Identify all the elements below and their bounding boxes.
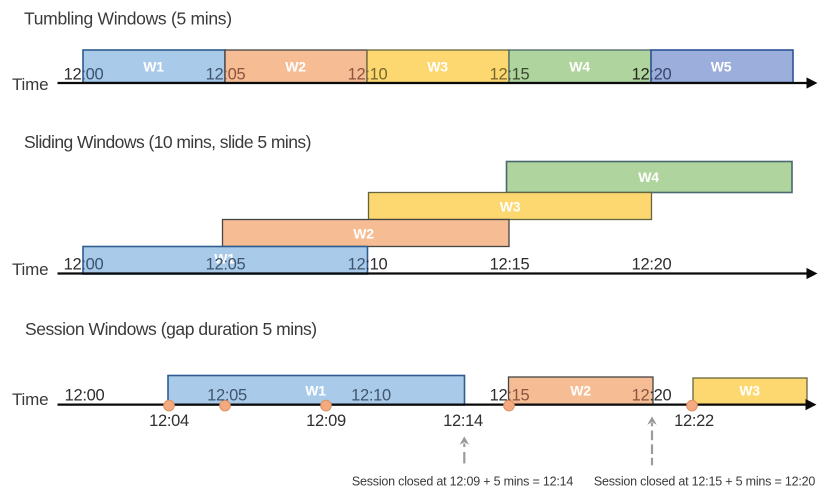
svg-text:12:04: 12:04 <box>149 412 189 430</box>
svg-text:Tumbling Windows (5 mins): Tumbling Windows (5 mins) <box>24 8 232 28</box>
svg-text:12:05: 12:05 <box>206 65 246 83</box>
svg-text:W4: W4 <box>569 59 590 75</box>
svg-text:Time: Time <box>12 75 48 94</box>
svg-text:12:15: 12:15 <box>490 65 530 83</box>
svg-text:W1: W1 <box>305 382 326 398</box>
svg-text:W1: W1 <box>214 250 235 266</box>
svg-text:12:10: 12:10 <box>351 387 391 405</box>
svg-text:W3: W3 <box>739 382 760 398</box>
svg-text:Session closed at 12:15 + 5 mi: Session closed at 12:15 + 5 mins = 12:20 <box>594 475 816 489</box>
svg-text:Session closed at 12:09 + 5 mi: Session closed at 12:09 + 5 mins = 12:14 <box>352 475 574 489</box>
svg-text:W1: W1 <box>143 59 164 75</box>
svg-text:12:20: 12:20 <box>632 387 672 405</box>
svg-text:W3: W3 <box>500 198 521 214</box>
svg-text:W2: W2 <box>353 226 374 242</box>
svg-text:12:00: 12:00 <box>64 255 104 273</box>
svg-text:W5: W5 <box>711 59 732 75</box>
svg-text:12:22: 12:22 <box>674 412 714 430</box>
svg-text:12:00: 12:00 <box>64 65 104 83</box>
svg-text:12:20: 12:20 <box>632 65 672 83</box>
svg-text:Sliding Windows (10 mins, slid: Sliding Windows (10 mins, slide 5 mins) <box>24 132 311 152</box>
svg-text:12:14: 12:14 <box>443 412 483 430</box>
svg-text:12:09: 12:09 <box>306 412 346 430</box>
svg-text:12:10: 12:10 <box>348 65 388 83</box>
svg-text:W3: W3 <box>427 59 448 75</box>
svg-text:Time: Time <box>12 260 48 279</box>
svg-text:12:15: 12:15 <box>490 255 530 273</box>
svg-text:12:20: 12:20 <box>632 255 672 273</box>
svg-text:12:05: 12:05 <box>206 255 246 273</box>
svg-text:12:05: 12:05 <box>207 387 247 405</box>
svg-text:12:00: 12:00 <box>65 387 105 405</box>
svg-text:W2: W2 <box>570 382 591 398</box>
svg-text:W4: W4 <box>638 169 659 185</box>
svg-text:W2: W2 <box>285 59 306 75</box>
svg-text:12:15: 12:15 <box>490 387 530 405</box>
svg-text:12:10: 12:10 <box>348 255 388 273</box>
svg-text:Time: Time <box>12 390 48 409</box>
svg-text:Session Windows (gap duration: Session Windows (gap duration 5 mins) <box>25 319 317 339</box>
